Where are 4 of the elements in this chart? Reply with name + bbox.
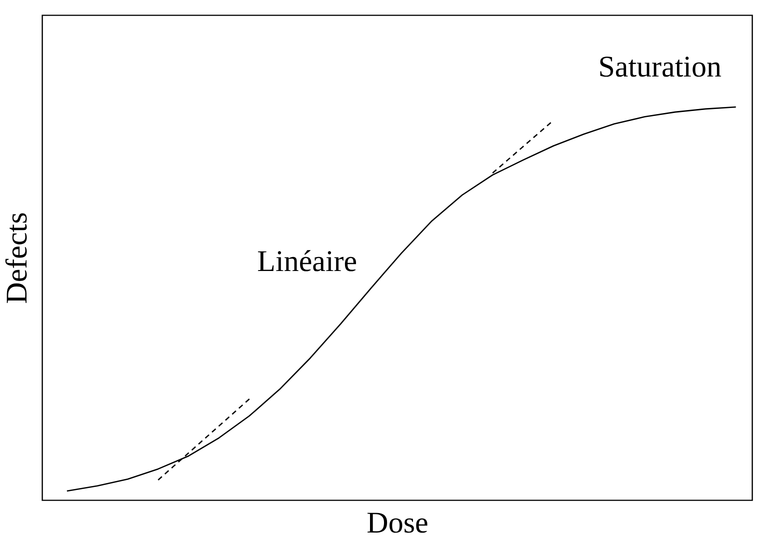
text: Saturation: [598, 50, 722, 84]
annotation: Linéaire: [257, 244, 358, 278]
y-axis-title: Defects: [0, 212, 34, 304]
x-axis-title: Dose: [366, 506, 428, 540]
